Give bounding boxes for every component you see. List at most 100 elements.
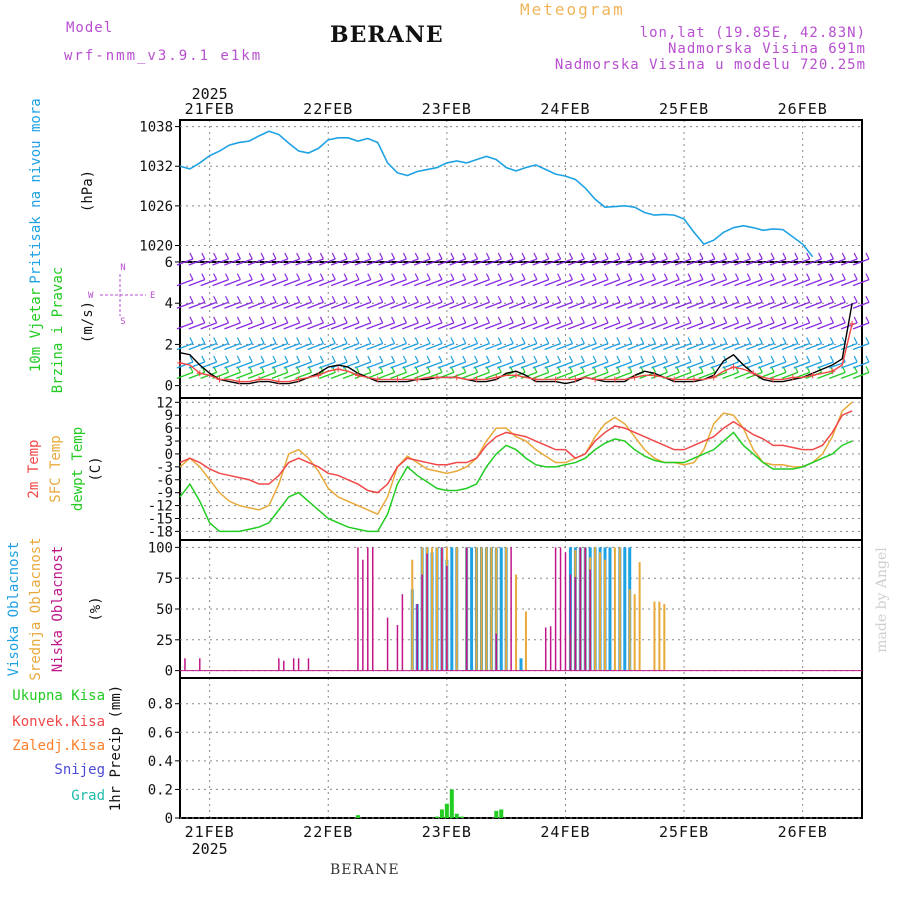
wind-barb [603,322,621,330]
wind-barb-flag [284,316,289,324]
wind-barb-flag [391,337,396,344]
wind-barb-flag [829,273,834,280]
wind-barb-flag [735,273,740,280]
wind-barb [473,361,490,369]
wind-barb [200,258,217,266]
wind-barb-flag [651,355,657,363]
credit-watermark: made by Angel [874,547,890,653]
wind-barb [330,371,348,379]
wind-barb [651,342,668,351]
wind-barb-flag [711,355,716,363]
wind-barb-flag [343,316,348,324]
wind-barb [544,278,561,287]
wind-barb [378,371,395,379]
wind-barb-flag [367,273,372,280]
wind-barb [236,322,253,330]
wind-barb-flag [711,337,716,344]
wind-barb [579,322,597,330]
wind-barb [224,301,241,309]
wind-barb-flag [201,316,206,324]
wind-barb-flag [521,355,526,363]
wind-barb-flag [414,355,419,363]
wind-barb-flag [640,273,645,280]
wind-barb-flag [592,252,597,260]
precip-bar [439,809,444,818]
wind-barb-flag [474,316,479,324]
wind-title-2: Brzina i Pravac [50,267,66,393]
wind-barb [591,301,609,309]
wind-barb [390,278,407,287]
wind-barb-flag [568,273,574,280]
wind-barb [271,301,289,309]
wind-barb-flag [509,355,514,363]
wind-barb [259,361,277,369]
wind-barb [686,371,704,379]
wind-barb-flag [189,355,194,363]
wind-barb [176,322,194,330]
wind-barb-flag [236,252,241,260]
wind-barb [366,342,383,351]
wind-barb-flag [224,296,230,303]
wind-barb [710,301,727,309]
wind-barb-flag [260,337,265,344]
wind-barb [224,342,241,351]
wind-barb-flag [236,296,241,303]
wind-barb [485,301,502,309]
wind-barb-flag [272,273,277,280]
cloud-low-bar [579,547,582,671]
wind-barb-flag [865,355,870,363]
wind-barb-flag [189,252,194,260]
wind-barb [224,361,241,369]
wind-barb-flag [474,296,479,303]
wind-barb-flag [687,337,692,344]
wind-barb-flag [675,337,680,344]
wind-barb [591,258,609,266]
wind-barb-flag [746,252,751,260]
wind-barb-flag [497,273,502,280]
wind-barb-flag [557,296,562,303]
meteogram-label: Meteogram [520,0,625,19]
wind-barb-flag [545,355,550,363]
wind-barb [473,322,490,330]
wind-barb-flag [438,355,443,363]
wind-barb-flag [604,252,609,260]
wind-barb [793,342,810,351]
wind-barb [722,371,739,379]
wind-barb [485,258,502,266]
wind-barb [781,342,799,351]
wind-barb [520,361,538,369]
wind-barb [852,278,870,287]
wind-barb [544,342,561,351]
wind-barb [354,342,372,351]
location-coordinates: lon,lat (19.85E, 42.83N) [639,25,866,41]
wind-barb-flag [841,316,846,324]
wind-barb-flag [841,252,846,260]
wind-barb [354,361,372,369]
wind-barb [852,301,870,309]
wind-barb [188,342,206,351]
wind-barb [781,301,799,309]
y-tick-label: 1020 [139,238,173,254]
cloud-low-bar [510,547,512,671]
wind-barb-flag [723,273,728,280]
wind-barb [568,301,585,309]
wind-barb-flag [533,273,538,280]
cloud-mid-bar [613,547,616,671]
wind-barb-flag [782,296,787,303]
wind-barb [496,322,514,330]
wind-barb [829,278,846,287]
wind-barb-flag [533,296,538,303]
wind-barb [342,301,360,309]
wind-barb-flag [711,316,716,324]
wind-barb [686,342,704,351]
wind-barb-flag [391,296,396,303]
wind-barb [307,322,324,330]
wind-barb [817,371,834,379]
cloud-low-bar [184,658,186,671]
wind-barb [212,322,229,330]
wind-barb-flag [426,296,431,303]
wind-barb-flag [343,273,348,280]
wind-barb-flag [474,337,479,344]
wind-barb-flag [651,316,657,324]
wind-barb [496,301,514,309]
